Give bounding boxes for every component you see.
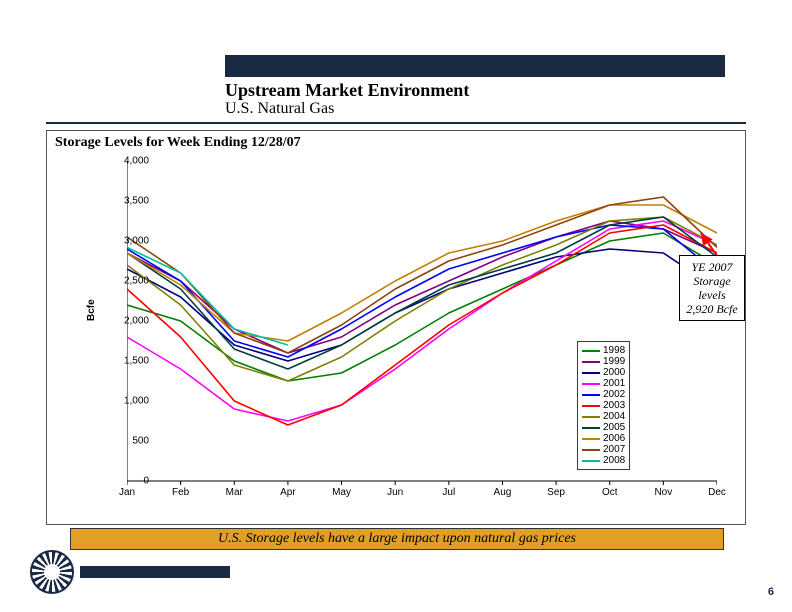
legend-label: 2002 [603,389,625,400]
y-tick-label: 1,500 [111,356,149,367]
y-tick-label: 3,000 [111,236,149,247]
legend-swatch [582,460,600,462]
y-tick-label: 0 [111,476,149,487]
chart-caption: U.S. Storage levels have a large impact … [70,528,724,550]
y-tick-label: 2,500 [111,276,149,287]
legend-item: 2000 [582,367,625,378]
x-tick-label: Aug [482,487,522,498]
title-underline [46,122,746,124]
y-tick-label: 1,000 [111,396,149,407]
legend-label: 2007 [603,444,625,455]
legend-label: 2005 [603,422,625,433]
legend-label: 2001 [603,378,625,389]
header-accent-bar [225,55,725,77]
legend-item: 2005 [582,422,625,433]
x-tick-label: Dec [697,487,737,498]
y-tick-label: 4,000 [111,156,149,167]
slide-title: Upstream Market Environment [225,80,725,100]
legend-label: 2000 [603,367,625,378]
legend-item: 2004 [582,411,625,422]
legend-label: 1999 [603,356,625,367]
x-tick-label: Oct [590,487,630,498]
callout-line: YE 2007 [686,260,738,274]
x-tick-label: May [322,487,362,498]
legend-swatch [582,372,600,374]
x-tick-label: Jan [107,487,147,498]
y-tick-label: 3,500 [111,196,149,207]
legend-item: 1998 [582,345,625,356]
legend-swatch [582,416,600,418]
legend-item: 2007 [582,444,625,455]
page-number: 6 [768,586,774,598]
legend-item: 2008 [582,455,625,466]
legend-item: 2001 [582,378,625,389]
x-tick-label: Mar [214,487,254,498]
legend-label: 2004 [603,411,625,422]
y-tick-label: 2,000 [111,316,149,327]
org-seal-icon [30,550,74,594]
chart-container: Storage Levels for Week Ending 12/28/07 … [46,130,746,525]
legend-swatch [582,394,600,396]
legend-item: 1999 [582,356,625,367]
legend-swatch [582,449,600,451]
x-tick-label: Feb [161,487,201,498]
legend-swatch [582,427,600,429]
footer-accent-bar [80,566,230,578]
legend-label: 2003 [603,400,625,411]
legend-label: 2006 [603,433,625,444]
series-line [127,221,717,353]
y-tick-label: 500 [111,436,149,447]
chart-title: Storage Levels for Week Ending 12/28/07 [55,135,301,151]
legend-label: 2008 [603,455,625,466]
legend-item: 2003 [582,400,625,411]
x-tick-label: Sep [536,487,576,498]
slide: Upstream Market Environment U.S. Natural… [0,0,792,612]
x-tick-label: Nov [643,487,683,498]
legend-item: 2006 [582,433,625,444]
legend-swatch [582,350,600,352]
slide-subtitle: U.S. Natural Gas [225,100,725,118]
chart-legend: 1998199920002001200220032004200520062007… [577,341,630,470]
legend-item: 2002 [582,389,625,400]
callout-line: Storage levels [686,274,738,302]
legend-swatch [582,438,600,440]
series-line [127,225,717,357]
x-tick-label: Apr [268,487,308,498]
legend-label: 1998 [603,345,625,356]
series-line [127,247,288,345]
y-axis-label: Bcfe [86,299,97,321]
legend-swatch [582,383,600,385]
callout-box: YE 2007Storage levels2,920 Bcfe [679,255,745,321]
title-block: Upstream Market Environment U.S. Natural… [225,80,725,118]
x-tick-label: Jun [375,487,415,498]
legend-swatch [582,361,600,363]
legend-swatch [582,405,600,407]
callout-line: 2,920 Bcfe [686,302,738,316]
x-tick-label: Jul [429,487,469,498]
